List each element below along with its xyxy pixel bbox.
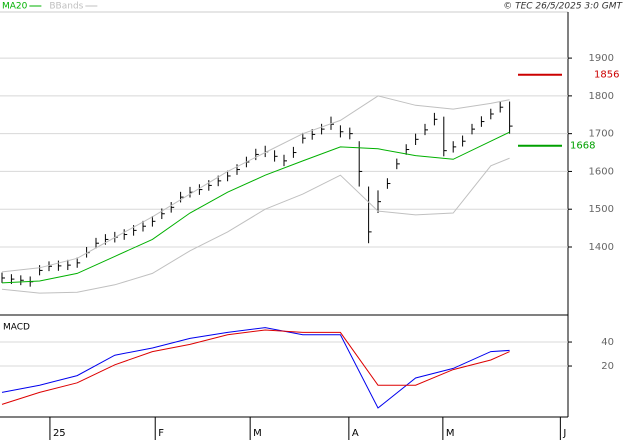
y-tick-label: 40 [601,337,614,348]
y-tick-label: 1700 [589,129,614,140]
x-tick-label: F [158,428,164,439]
x-tick-label: J [562,428,566,439]
legend-label: BBands [49,2,83,12]
y-tick-label: 1800 [589,91,614,102]
x-tick-label: M [446,428,455,439]
y-tick-label: 1900 [589,53,614,64]
x-tick-label: 25 [53,428,66,439]
series-line [1,327,510,409]
series-line [1,329,510,405]
overlay-line [1,95,510,273]
y-tick-label: 1500 [589,204,614,215]
y-tick-label: 1600 [589,166,614,177]
copyright: © TEC 26/5/2025 3:0 GMT [503,2,623,12]
level-label: 1856 [594,70,619,81]
overlay-line [1,131,510,284]
x-tick-label: A [352,428,359,439]
overlay-line [1,157,510,294]
y-tick-label: 20 [601,361,614,372]
y-tick-label: 1400 [589,242,614,253]
legend-label: MA20 [2,2,28,12]
panel-title: MACD [3,323,30,333]
x-tick-label: M [253,428,262,439]
level-label: 1668 [570,141,595,152]
